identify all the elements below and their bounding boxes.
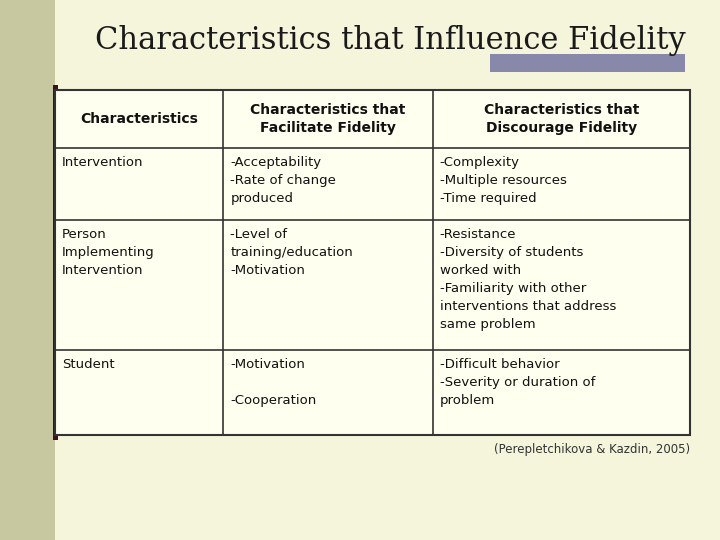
Text: Person
Implementing
Intervention: Person Implementing Intervention: [62, 228, 155, 277]
Text: Characteristics that
Facilitate Fidelity: Characteristics that Facilitate Fidelity: [251, 103, 406, 134]
Bar: [490, 54, 685, 72]
Text: -Resistance
-Diversity of students
worked with
-Familiarity with other
intervent: -Resistance -Diversity of students worke…: [440, 228, 616, 331]
Text: Student: Student: [62, 358, 114, 371]
Text: Characteristics that Influence Fidelity: Characteristics that Influence Fidelity: [94, 24, 685, 56]
Text: -Motivation

-Cooperation: -Motivation -Cooperation: [230, 358, 317, 407]
Text: -Complexity
-Multiple resources
-Time required: -Complexity -Multiple resources -Time re…: [440, 156, 567, 205]
Bar: [55, 90, 690, 435]
Text: (Perepletchikova & Kazdin, 2005): (Perepletchikova & Kazdin, 2005): [494, 443, 690, 456]
Bar: [0, 0, 55, 540]
Bar: [53, 85, 58, 440]
Text: Intervention: Intervention: [62, 156, 143, 169]
Text: -Level of
training/education
-Motivation: -Level of training/education -Motivation: [230, 228, 353, 277]
Text: Characteristics: Characteristics: [80, 112, 198, 126]
Text: Characteristics that
Discourage Fidelity: Characteristics that Discourage Fidelity: [484, 103, 639, 134]
Text: -Acceptability
-Rate of change
produced: -Acceptability -Rate of change produced: [230, 156, 336, 205]
Text: -Difficult behavior
-Severity or duration of
problem: -Difficult behavior -Severity or duratio…: [440, 358, 595, 407]
